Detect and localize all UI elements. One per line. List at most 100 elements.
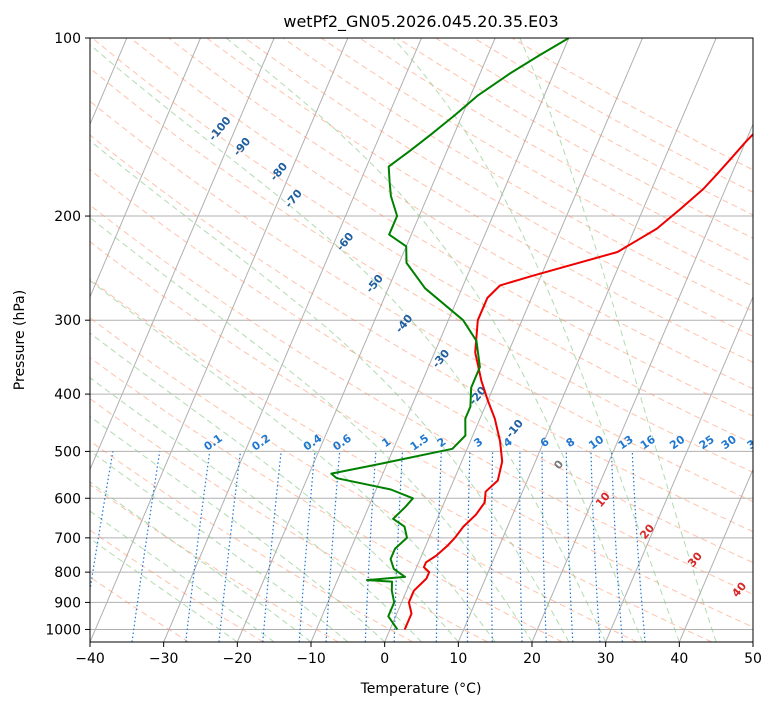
profile-series — [330, 38, 753, 631]
x-tick-label: −30 — [149, 651, 179, 667]
mixing-ratio-line — [185, 451, 211, 642]
mixing-ratio-label: 8 — [564, 435, 578, 450]
moist-adiabat-line — [392, 38, 680, 642]
mixing-ratio-line — [490, 451, 494, 642]
dry-adiabat-line — [511, 38, 753, 171]
mixing-ratio-lines — [90, 451, 646, 642]
y-tick-label: 700 — [54, 531, 81, 547]
dry-adiabat-label: -60 — [334, 230, 357, 254]
dry-adiabat-line — [90, 169, 753, 564]
isotherm-line — [90, 38, 201, 299]
y-tick-label: 100 — [54, 31, 81, 47]
mixing-ratio-label: 16 — [638, 433, 658, 453]
mixing-ratio-line — [631, 451, 646, 642]
moist-adiabat-line — [519, 38, 717, 642]
dry-adiabat-line — [90, 241, 753, 628]
y-tick-label: 200 — [54, 209, 81, 225]
dry-adiabat-line — [90, 317, 638, 642]
dry-adiabat-line — [90, 134, 753, 533]
moist-adiabat-line — [90, 537, 238, 642]
dry-adiabat-line — [90, 100, 753, 503]
x-tick-label: 50 — [744, 651, 762, 667]
mixing-ratio-line — [90, 451, 114, 594]
y-axis-label: Pressure (hPa) — [12, 290, 28, 390]
mixing-ratio-line — [262, 451, 282, 642]
dry-adiabat-line — [90, 484, 339, 642]
mixing-ratio-line — [131, 451, 161, 642]
dry-adiabat-line — [90, 278, 712, 642]
x-tick-label: 20 — [523, 651, 541, 667]
y-tick-label: 300 — [54, 313, 81, 329]
dry-adiabat-label: 40 — [729, 579, 749, 599]
isotherm-line — [163, 38, 422, 642]
mixing-ratio-label: 36 — [745, 433, 765, 453]
mixing-ratio-label: 3 — [472, 435, 486, 450]
mixing-ratio-label: 20 — [667, 433, 687, 453]
mixing-ratio-label: 2 — [435, 435, 449, 450]
isotherm-line — [384, 38, 643, 642]
x-axis-ticks: −40 −30 −20 −10 0 10 20 30 40 50 — [75, 642, 762, 667]
mixing-ratio-line — [519, 451, 523, 642]
dry-adiabat-label: -100 — [206, 114, 234, 144]
moist-adiabat-line — [90, 332, 459, 642]
moist-adiabat-line — [90, 450, 349, 642]
dewpoint-profile-line — [330, 38, 570, 631]
dry-adiabat-label: 20 — [637, 521, 657, 541]
mixing-ratio-label: 0.2 — [249, 432, 272, 454]
isotherm-line — [605, 295, 753, 642]
isotherm-line — [236, 38, 496, 642]
x-axis-label: Temperature (°C) — [360, 681, 482, 697]
chart-title: wetPf2_GN05.2026.045.20.35.E03 — [283, 12, 558, 32]
dry-adiabat-label: 30 — [685, 549, 705, 569]
mixing-ratio-label: 0.1 — [202, 432, 225, 454]
x-tick-label: −10 — [296, 651, 326, 667]
x-tick-label: −20 — [223, 651, 253, 667]
mixing-ratio-label: 1.5 — [408, 432, 431, 454]
x-tick-label: 30 — [597, 651, 615, 667]
x-tick-label: 0 — [380, 651, 389, 667]
mixing-ratio-label: 0.6 — [330, 431, 354, 453]
dry-adiabat-line — [130, 38, 753, 417]
dry-adiabat-line — [90, 576, 190, 642]
isotherm-line — [457, 38, 717, 642]
isotherm-line — [90, 38, 275, 471]
dry-adiabat-line — [90, 440, 414, 642]
x-tick-label: −40 — [75, 651, 105, 667]
moist-adiabat-line — [90, 140, 570, 642]
dry-adiabat-label: -40 — [393, 312, 416, 336]
y-tick-label: 600 — [54, 491, 81, 507]
dry-adiabat-line — [359, 38, 753, 263]
moist-adiabat-line — [90, 216, 533, 642]
mixing-ratio-label: 10 — [586, 433, 606, 453]
dry-adiabat-line — [168, 38, 753, 390]
y-tick-label: 500 — [54, 444, 81, 460]
moist-adiabat-line — [225, 38, 643, 642]
mixing-ratio-line — [218, 451, 242, 642]
isotherm-line — [531, 123, 753, 642]
isotherm-line — [678, 468, 753, 642]
dry-adiabat-line — [206, 38, 753, 363]
dry-adiabat-line — [244, 38, 753, 337]
y-tick-label: 900 — [54, 595, 81, 611]
moist-adiabat-line — [90, 279, 496, 642]
plot-frame — [89, 37, 754, 643]
x-tick-label: 40 — [670, 651, 688, 667]
moist-adiabat-line — [90, 481, 312, 642]
mixing-ratio-label: 30 — [719, 433, 739, 453]
mixing-ratio-label: 25 — [697, 433, 717, 452]
mixing-ratio-line — [435, 451, 442, 642]
mixing-ratio-label: 13 — [616, 433, 636, 452]
dry-adiabat-line — [91, 38, 753, 445]
mixing-ratio-line — [565, 451, 574, 642]
dry-adiabat-label: -90 — [231, 135, 254, 159]
dry-adiabat-label: 0 — [551, 457, 566, 471]
dry-adiabat-line — [282, 38, 753, 312]
isobars — [90, 38, 753, 630]
y-axis-ticks: 100 200 300 400 500 600 700 800 900 1000 — [45, 31, 90, 638]
x-tick-label: 10 — [449, 651, 467, 667]
moist-adiabat-line — [90, 510, 275, 642]
moist-adiabats — [90, 38, 717, 642]
y-tick-label: 1000 — [45, 622, 81, 638]
dry-adiabat-line — [90, 204, 753, 595]
